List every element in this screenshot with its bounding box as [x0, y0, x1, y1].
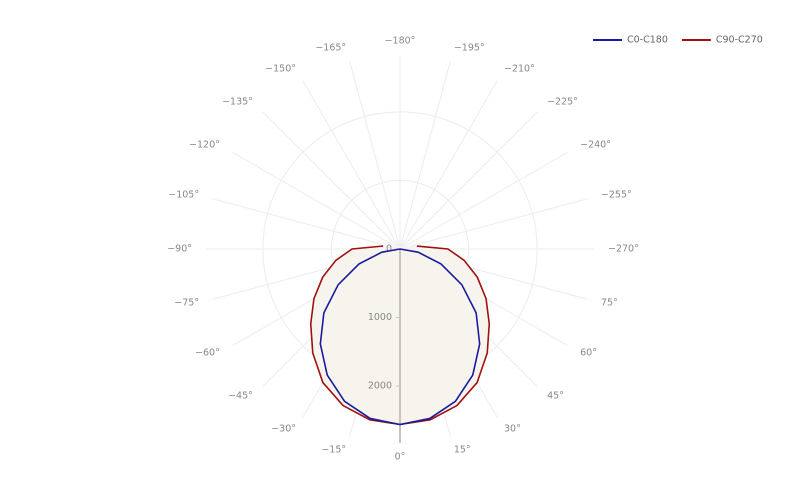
angular-tick-label: 15° — [454, 444, 471, 455]
legend-label: C0-C180 — [627, 35, 668, 46]
angular-tick-label: −90° — [167, 244, 192, 255]
angular-grid-line — [212, 198, 401, 250]
angular-tick-label: −75° — [174, 297, 199, 308]
radial-tick-label: 2000 — [368, 381, 392, 392]
angular-grid-line — [399, 198, 588, 250]
angular-grid-line — [399, 111, 538, 250]
radial-tick-label: 1000 — [368, 312, 392, 323]
angular-grid-line — [399, 151, 569, 250]
angular-tick-label: 60° — [580, 348, 597, 359]
series-line — [319, 248, 481, 426]
angular-tick-label: −60° — [195, 348, 220, 359]
angular-tick-label: 30° — [504, 424, 521, 435]
legend-label: C90-C270 — [716, 35, 763, 46]
angular-tick-label: −240° — [580, 140, 611, 151]
angular-tick-label: 0° — [395, 452, 406, 463]
angular-grid-line — [399, 61, 451, 250]
angular-grid-line — [399, 80, 498, 250]
angular-tick-label: −255° — [601, 190, 632, 201]
angular-tick-label: 45° — [547, 391, 564, 402]
angular-tick-label: −45° — [228, 391, 253, 402]
angular-tick-label: −120° — [189, 140, 220, 151]
angular-tick-label: −225° — [547, 96, 578, 107]
angular-tick-label: −270° — [608, 244, 639, 255]
angular-grid-line — [262, 111, 401, 250]
angular-tick-label: −180° — [385, 36, 416, 47]
angular-tick-label: −135° — [222, 96, 253, 107]
angular-tick-label: −195° — [454, 43, 485, 54]
angular-tick-label: 75° — [601, 297, 618, 308]
angular-tick-label: −105° — [168, 190, 199, 201]
angular-tick-label: −150° — [265, 63, 296, 74]
angular-tick-label: −165° — [315, 43, 346, 54]
angular-grid-line — [302, 80, 401, 250]
angular-tick-label: −210° — [504, 63, 535, 74]
angular-grid-line — [349, 61, 401, 250]
angular-grid-line — [231, 151, 401, 250]
angular-tick-label: −30° — [271, 424, 296, 435]
radial-tick-label: 0 — [386, 244, 392, 255]
angular-tick-label: −15° — [321, 444, 346, 455]
